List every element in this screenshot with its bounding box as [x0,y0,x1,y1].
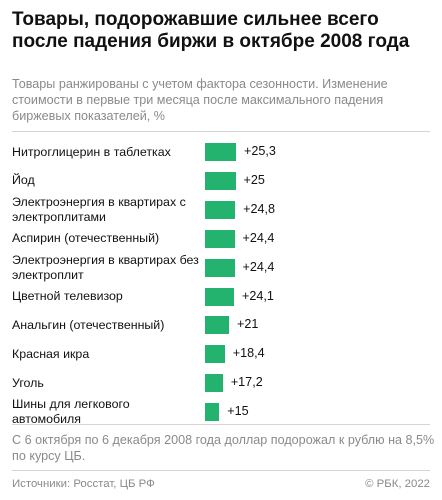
bar [205,316,229,335]
bar-chart: Нитроглицерин в таблетках +25,3 Йод +25 Элек… [0,132,442,426]
bar [205,200,236,219]
bar [205,258,235,277]
category-label: Цветной телевизор [12,289,123,303]
bar [205,374,223,393]
bar-value-label: +25 [243,172,265,187]
bar-value-label: +18,4 [232,346,265,361]
bar-value-label: +24,1 [242,288,274,303]
category-label: Шины для легкового автомобиля [12,397,130,427]
bar-value-label: +24,4 [242,230,275,245]
bar-value-label: +25,3 [244,144,276,158]
source-text: Источники: Росстат, ЦБ РФ [12,478,155,490]
bar-value-label: +15 [227,404,249,419]
bar [205,229,235,248]
bar-value-label: +17,2 [230,375,263,390]
category-label: Йод [12,173,35,188]
bar [205,143,236,161]
bottom-divider [12,424,430,425]
top-divider [12,131,430,132]
chart-subtitle: Товары ранжированы с учетом фактора сезо… [12,77,388,123]
category-label: Красная икра [12,346,90,361]
footer-divider [12,470,430,471]
bar [205,171,236,190]
copyright-text: © РБК, 2022 [365,478,430,490]
category-label: Электроэнергия в квартирах без электропл… [12,252,199,282]
bar-value-label: +24,4 [242,259,275,274]
category-label: Нитроглицерин в таблетках [12,144,171,159]
category-label: Электроэнергия в квартирах с электроплит… [12,194,186,224]
bar [205,287,235,306]
chart-note: С 6 октября по 6 декабря 2008 года долла… [12,433,435,463]
bar [205,403,220,422]
bar [205,345,225,364]
category-label: Анальгин (отечественный) [12,317,165,332]
category-label: Уголь [12,375,44,390]
bar-value-label: +21 [237,317,259,332]
bar-value-label: +24,8 [243,201,276,216]
category-label: Аспирин (отечественный) [12,231,160,246]
chart-title: Товары, подорожавшие сильнее всего после… [12,9,410,52]
